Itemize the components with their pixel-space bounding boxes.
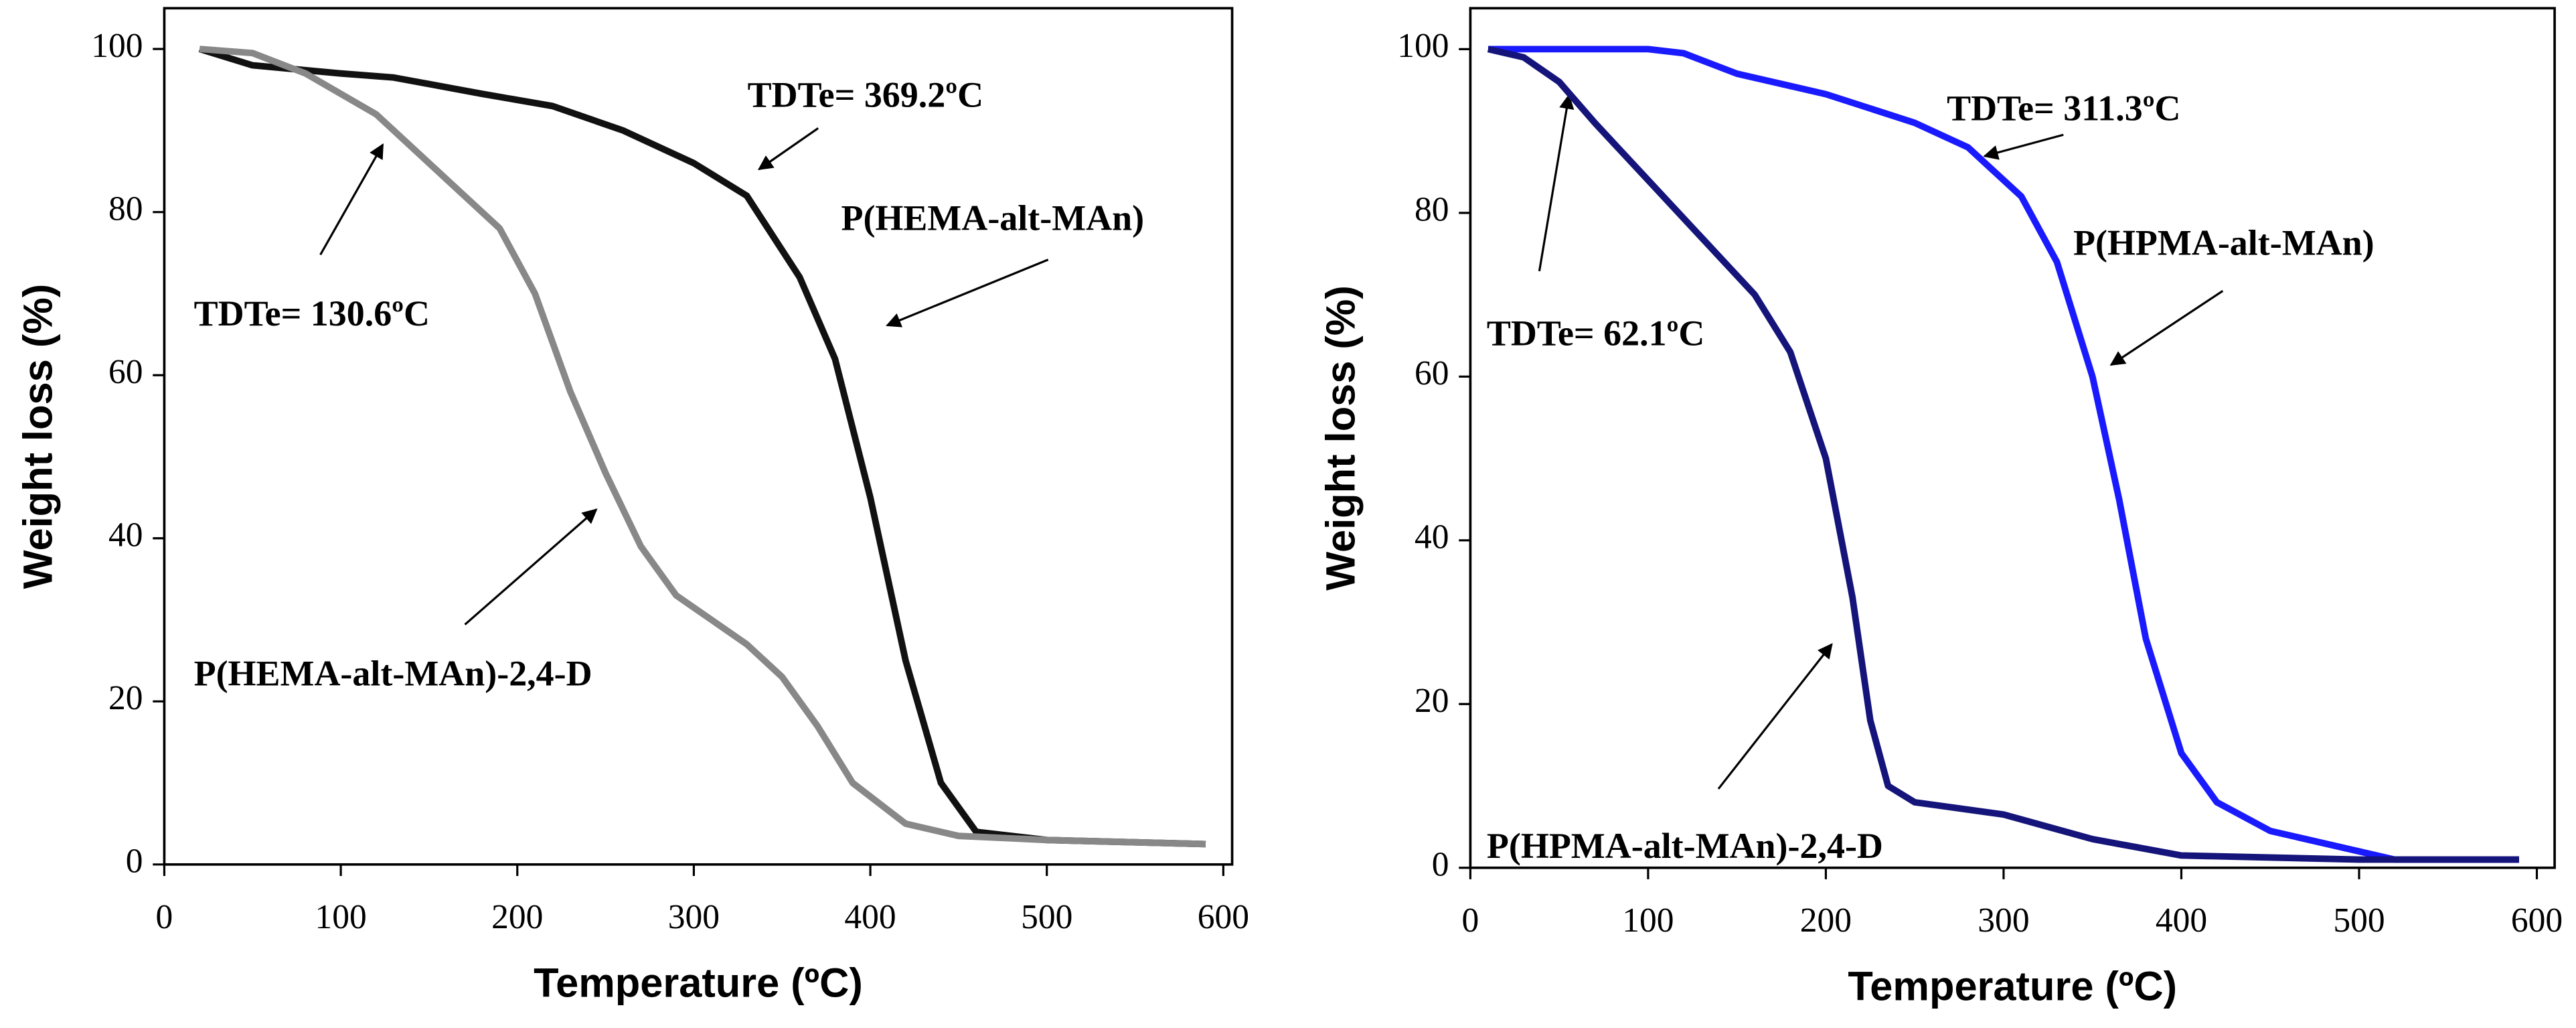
arrow	[1983, 133, 2064, 160]
x-axis-label: Temperature (ºC)	[1848, 964, 2177, 1010]
series-label: P(HPMA-alt-MAn)	[2073, 222, 2374, 263]
y-axis-label: Weight loss (%)	[1318, 285, 1364, 591]
arrow	[1717, 643, 1833, 790]
x-tick-label: 500	[1021, 898, 1072, 936]
annotation: TDTe= 369.2ºC	[748, 75, 983, 115]
arrow	[757, 127, 819, 171]
series-line	[1487, 46, 2519, 863]
x-tick-label: 600	[2511, 901, 2563, 940]
arrow	[319, 143, 384, 256]
arrow	[464, 508, 598, 626]
y-tick-label: 80	[108, 190, 143, 228]
y-tick-label: 100	[91, 27, 143, 65]
series-line	[1487, 46, 2519, 863]
x-tick-label: 500	[2333, 901, 2385, 940]
annotation: TDTe= 130.6ºC	[194, 293, 430, 334]
y-tick-label: 0	[1432, 846, 1449, 884]
plot-frame	[163, 7, 1234, 866]
y-tick-label: 40	[108, 516, 143, 555]
x-tick-label: 0	[1462, 901, 1479, 940]
y-tick-label: 60	[108, 353, 143, 391]
y-tick-label: 20	[108, 679, 143, 717]
annotation: TDTe= 62.1ºC	[1487, 313, 1704, 353]
annotation: TDTe= 311.3ºC	[1947, 88, 2180, 128]
y-tick-label: 100	[1397, 27, 1449, 65]
y-tick-label: 60	[1415, 354, 1449, 392]
arrow	[1538, 94, 1575, 272]
series-line	[199, 46, 1206, 848]
plot-frame	[1469, 7, 2556, 869]
series-label: P(HEMA-alt-MAn)	[841, 198, 1145, 238]
series-label: P(HEMA-alt-MAn)-2,4-D	[194, 653, 592, 693]
x-tick-label: 600	[1198, 898, 1249, 936]
x-tick-label: 100	[315, 898, 366, 936]
x-tick-label: 200	[1800, 901, 1852, 940]
x-tick-label: 100	[1622, 901, 1674, 940]
x-tick-label: 300	[1978, 901, 2029, 940]
x-axis-label: Temperature (ºC)	[534, 960, 863, 1007]
x-tick-label: 300	[668, 898, 720, 936]
arrow	[886, 259, 1049, 327]
x-tick-label: 400	[2156, 901, 2207, 940]
series-label: P(HPMA-alt-MAn)-2,4-D	[1487, 826, 1883, 866]
y-tick-label: 40	[1415, 518, 1449, 557]
arrow	[2109, 290, 2224, 366]
y-axis-label: Weight loss (%)	[15, 284, 62, 589]
arrows	[319, 94, 2224, 790]
series-line	[198, 46, 1206, 848]
x-tick-label: 400	[844, 898, 896, 936]
x-tick-label: 200	[491, 898, 543, 936]
y-tick-label: 20	[1415, 682, 1449, 720]
y-tick-label: 80	[1415, 191, 1449, 229]
y-tick-label: 0	[126, 842, 143, 881]
x-tick-label: 0	[156, 898, 173, 936]
